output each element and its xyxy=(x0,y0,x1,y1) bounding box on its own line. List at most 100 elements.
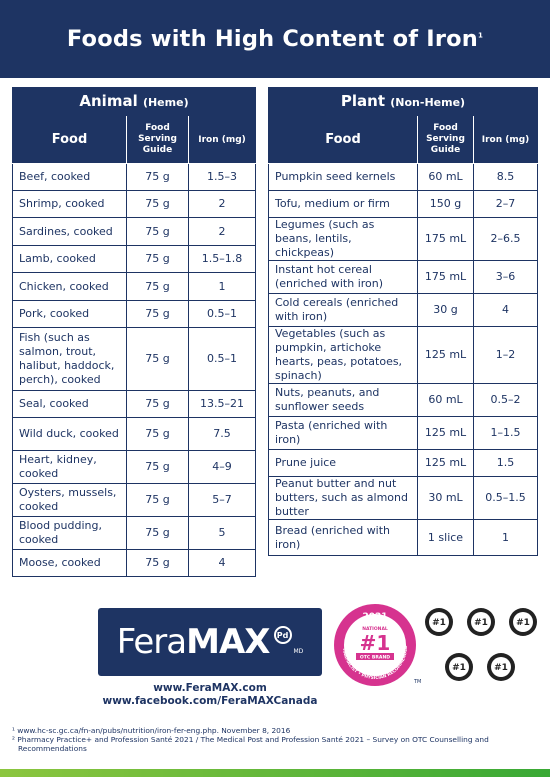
svg-text:#1: #1 xyxy=(516,618,530,628)
iron-cell: 4 xyxy=(473,293,538,327)
award-badge-1: #1 xyxy=(425,608,453,636)
food-cell: Tofu, medium or firm xyxy=(268,190,418,218)
iron-cell: 5 xyxy=(187,516,257,550)
table-row: Fish (such as salmon, trout, halibut, ha… xyxy=(12,327,257,391)
iron-cell: 1.5 xyxy=(473,449,538,477)
brand-links: www.FeraMAX.com www.facebook.com/FeraMAX… xyxy=(98,682,322,708)
table-row: Wild duck, cooked 75 g 7.5 xyxy=(12,417,257,451)
svg-text:#1: #1 xyxy=(452,663,466,673)
award-badge-4: #1 xyxy=(445,653,473,681)
table-row: Tofu, medium or firm 150 g 2–7 xyxy=(268,190,538,218)
food-cell: Pumpkin seed kernels xyxy=(268,163,418,191)
food-cell: Heart, kidney, cooked xyxy=(12,450,127,484)
table-row: Oysters, mussels, cooked 75 g 5–7 xyxy=(12,483,257,517)
food-cell: Shrimp, cooked xyxy=(12,190,127,218)
serving-cell: 75 g xyxy=(126,390,189,418)
serving-cell: 75 g xyxy=(126,272,189,301)
table-row: Beef, cooked 75 g 1.5–3 xyxy=(12,163,257,191)
serving-cell: 125 mL xyxy=(417,326,474,384)
table-row: Bread (enriched with iron) 1 slice 1 xyxy=(268,519,538,556)
iron-cell: 2–7 xyxy=(473,190,538,218)
serving-cell: 75 g xyxy=(126,163,189,191)
svg-text:2021: 2021 xyxy=(362,612,387,622)
food-cell: Oysters, mussels, cooked xyxy=(12,483,127,517)
food-cell: Pasta (enriched with iron) xyxy=(268,416,418,450)
serving-cell: 75 g xyxy=(126,549,189,577)
serving-cell: 75 g xyxy=(126,450,189,484)
iron-cell: 2–6.5 xyxy=(473,217,538,261)
iron-cell: 4–9 xyxy=(187,450,257,484)
footer-stripe xyxy=(0,769,550,777)
iron-cell: 2 xyxy=(187,190,257,218)
serving-cell: 75 g xyxy=(126,245,189,273)
national-otc-brand-seal: 2021 NATIONAL #1 OTC BRAND PHARMACIST • … xyxy=(333,603,416,686)
serving-cell: 125 mL xyxy=(417,416,474,450)
food-cell: Blood pudding, cooked xyxy=(12,516,127,550)
serving-cell: 30 g xyxy=(417,293,474,327)
table-row: Prune juice 125 mL 1.5 xyxy=(268,449,538,477)
svg-text:#1: #1 xyxy=(494,663,508,673)
food-cell: Peanut butter and nut butters, such as a… xyxy=(268,476,418,520)
animal-iron-table: Animal (Heme) Food Food Serving Guide Ir… xyxy=(11,87,257,577)
svg-text:OTC BRAND: OTC BRAND xyxy=(360,655,390,661)
serving-cell: 75 g xyxy=(126,327,189,391)
food-cell: Prune juice xyxy=(268,449,418,477)
iron-cell: 1 xyxy=(473,519,538,556)
food-cell: Beef, cooked xyxy=(12,163,127,191)
serving-cell: 75 g xyxy=(126,483,189,517)
award-badge-3: #1 xyxy=(509,608,537,636)
page-title: Foods with High Content of Iron1 xyxy=(66,26,484,52)
footnote-1: ¹ www.hc-sc.gc.ca/fn-an/pubs/nutrition/i… xyxy=(12,726,291,735)
website-link[interactable]: www.FeraMAX.com xyxy=(153,682,267,694)
award-badge-5: #1 xyxy=(487,653,515,681)
col-serving: Food Serving Guide xyxy=(417,115,474,164)
food-cell: Pork, cooked xyxy=(12,300,127,328)
table-row: Pork, cooked 75 g 0.5–1 xyxy=(12,300,257,328)
food-cell: Sardines, cooked xyxy=(12,217,127,246)
page-header: Foods with High Content of Iron1 xyxy=(0,0,550,78)
svg-text:#1: #1 xyxy=(432,618,446,628)
serving-cell: 75 g xyxy=(126,516,189,550)
serving-cell: 1 slice xyxy=(417,519,474,556)
iron-cell: 5–7 xyxy=(187,483,257,517)
food-cell: Fish (such as salmon, trout, halibut, ha… xyxy=(12,327,127,391)
iron-cell: 1–2 xyxy=(473,326,538,384)
serving-cell: 175 mL xyxy=(417,217,474,261)
serving-cell: 75 g xyxy=(126,190,189,218)
iron-cell: 1.5–3 xyxy=(187,163,257,191)
iron-cell: 1.5–1.8 xyxy=(187,245,257,273)
serving-cell: 60 mL xyxy=(417,163,474,191)
iron-cell: 4 xyxy=(187,549,257,577)
table-row: Seal, cooked 75 g 13.5–21 xyxy=(12,390,257,418)
iron-cell: 2 xyxy=(187,217,257,246)
footnote-2: ² Pharmacy Practice+ and Profession Sant… xyxy=(12,735,489,753)
col-iron: Iron (mg) xyxy=(473,115,538,164)
table-row: Pasta (enriched with iron) 125 mL 1–1.5 xyxy=(268,416,538,450)
serving-cell: 60 mL xyxy=(417,383,474,417)
food-cell: Chicken, cooked xyxy=(12,272,127,301)
iron-cell: 7.5 xyxy=(187,417,257,451)
col-iron: Iron (mg) xyxy=(187,115,257,164)
serving-cell: 125 mL xyxy=(417,449,474,477)
award-badge-2: #1 xyxy=(467,608,495,636)
serving-cell: 175 mL xyxy=(417,260,474,294)
col-food: Food xyxy=(268,115,418,164)
table-row: Lamb, cooked 75 g 1.5–1.8 xyxy=(12,245,257,273)
food-cell: Nuts, peanuts, and sunflower seeds xyxy=(268,383,418,417)
svg-text:#1: #1 xyxy=(474,618,488,628)
table-row: Vegetables (such as pumpkin, artichoke h… xyxy=(268,326,538,384)
pd-mark: Pd xyxy=(273,626,292,644)
food-cell: Lamb, cooked xyxy=(12,245,127,273)
iron-cell: 13.5–21 xyxy=(187,390,257,418)
col-serving: Food Serving Guide xyxy=(126,115,189,164)
feramax-logo: FeraMAX Pd MD xyxy=(98,608,322,676)
table-row: Legumes (such as beans, lentils, chickpe… xyxy=(268,217,538,261)
facebook-link[interactable]: www.facebook.com/FeraMAXCanada xyxy=(102,695,318,707)
food-cell: Instant hot cereal (enriched with iron) xyxy=(268,260,418,294)
table-row: Nuts, peanuts, and sunflower seeds 60 mL 0… xyxy=(268,383,538,417)
